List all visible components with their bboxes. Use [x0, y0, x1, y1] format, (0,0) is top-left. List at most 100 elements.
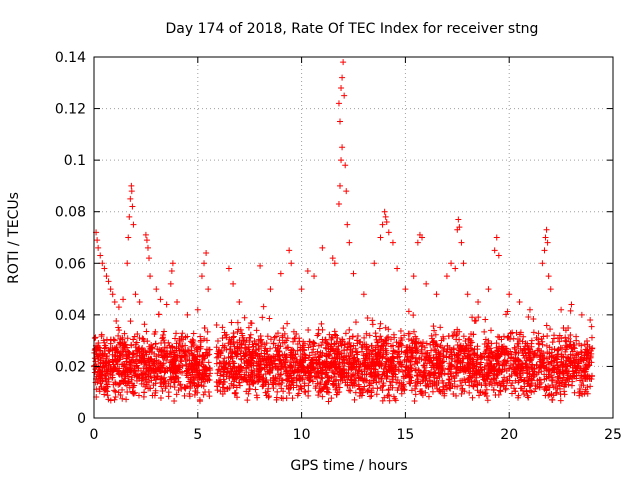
scatter-point [398, 390, 405, 397]
scatter-point [528, 340, 535, 347]
scatter-point [513, 329, 520, 336]
scatter-point [228, 319, 235, 326]
scatter-point [382, 345, 389, 352]
scatter-point [187, 383, 194, 390]
scatter-point [273, 333, 280, 340]
scatter-point [533, 362, 540, 369]
scatter-point [405, 330, 412, 337]
scatter-point [298, 286, 305, 293]
scatter-point [333, 361, 340, 368]
scatter-point [355, 383, 362, 390]
scatter-point [335, 200, 342, 207]
scatter-point [586, 359, 593, 366]
scatter-point [206, 393, 213, 400]
scatter-point [340, 59, 347, 66]
scatter-point [490, 386, 497, 393]
scatter-point [281, 351, 288, 358]
scatter-point [381, 394, 388, 401]
scatter-point [471, 370, 478, 377]
scatter-point [544, 239, 551, 246]
scatter-point [106, 348, 113, 355]
scatter-point [280, 364, 287, 371]
scatter-point [476, 371, 483, 378]
scatter-point [447, 370, 454, 377]
scatter-point [319, 386, 326, 393]
scatter-point [549, 339, 556, 346]
scatter-point [389, 373, 396, 380]
scatter-point [336, 384, 343, 391]
scatter-point [182, 385, 189, 392]
scatter-point [407, 358, 414, 365]
scatter-point [562, 348, 569, 355]
scatter-point [487, 378, 494, 385]
scatter-point [395, 366, 402, 373]
scatter-point [275, 342, 282, 349]
scatter-point [552, 389, 559, 396]
chart-title: Day 174 of 2018, Rate Of TEC Index for r… [166, 21, 539, 37]
scatter-point [346, 326, 353, 333]
scatter-point [196, 369, 203, 376]
scatter-point [194, 346, 201, 353]
scatter-point [469, 356, 476, 363]
scatter-point [173, 391, 180, 398]
scatter-point [109, 291, 116, 298]
scatter-point [155, 366, 162, 373]
scatter-point [465, 354, 472, 361]
scatter-point [379, 221, 386, 228]
scatter-point [458, 239, 465, 246]
scatter-point [248, 320, 255, 327]
scatter-point [390, 376, 397, 383]
scatter-point [578, 381, 585, 388]
scatter-point [521, 355, 528, 362]
scatter-point [128, 182, 135, 189]
scatter-point [366, 353, 373, 360]
scatter-point [466, 335, 473, 342]
scatter-point [339, 359, 346, 366]
scatter-point [543, 342, 550, 349]
scatter-point [194, 306, 201, 313]
scatter-point [567, 331, 574, 338]
scatter-point [274, 330, 281, 337]
scatter-point [407, 374, 414, 381]
scatter-point [120, 379, 127, 386]
scatter-point [161, 328, 168, 335]
x-tick-label: 0 [90, 427, 99, 443]
scatter-point [145, 359, 152, 366]
scatter-point [157, 395, 164, 402]
scatter-point [555, 380, 562, 387]
scatter-point [569, 345, 576, 352]
scatter-point [518, 385, 525, 392]
scatter-point [377, 234, 384, 241]
scatter-point [529, 380, 536, 387]
scatter-point [468, 378, 475, 385]
scatter-point [259, 314, 266, 321]
scatter-point [134, 365, 141, 372]
scatter-point [451, 358, 458, 365]
scatter-point [389, 350, 396, 357]
scatter-point [147, 385, 154, 392]
scatter-point [135, 392, 142, 399]
scatter-point [457, 377, 464, 384]
scatter-point [103, 273, 110, 280]
scatter-point [571, 354, 578, 361]
scatter-point [247, 374, 254, 381]
scatter-point [196, 396, 203, 403]
scatter-point [391, 334, 398, 341]
scatter-point [342, 162, 349, 169]
scatter-point [103, 362, 110, 369]
scatter-point [138, 380, 145, 387]
scatter-point [112, 388, 119, 395]
scatter-point [419, 378, 426, 385]
scatter-point [241, 360, 248, 367]
scatter-point [132, 358, 139, 365]
scatter-point [324, 386, 331, 393]
scatter-point [387, 357, 394, 364]
scatter-point [419, 234, 426, 241]
scatter-point [249, 380, 256, 387]
scatter-point [313, 356, 320, 363]
scatter-point [350, 342, 357, 349]
scatter-point [156, 360, 163, 367]
scatter-point [267, 286, 274, 293]
scatter-point [365, 387, 372, 394]
scatter-point [196, 362, 203, 369]
